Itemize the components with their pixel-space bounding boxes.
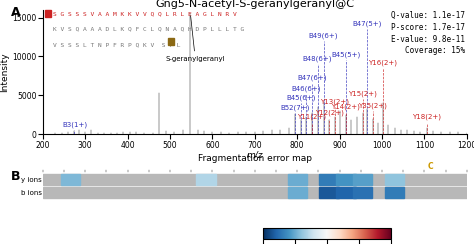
Text: Fragmentation error map: Fragmentation error map: [198, 154, 312, 163]
Text: Y18(2+): Y18(2+): [412, 114, 441, 120]
Text: Q-value: 1.1e-17
P-score: 1.7e-17
E-value: 9.8e-11
Coverage: 15%: Q-value: 1.1e-17 P-score: 1.7e-17 E-valu…: [391, 11, 465, 55]
Bar: [354, 187, 373, 198]
Bar: [288, 174, 307, 185]
Bar: [319, 174, 338, 185]
Text: Y15(2+): Y15(2+): [348, 91, 377, 97]
Text: B48(6+): B48(6+): [303, 55, 332, 62]
Bar: [168, 38, 174, 45]
Text: B46(6+): B46(6+): [291, 85, 320, 92]
Text: A: A: [11, 6, 20, 19]
Text: B52(7+): B52(7+): [281, 104, 310, 111]
Text: B3(1+): B3(1+): [62, 122, 87, 128]
Bar: [354, 174, 373, 185]
Bar: [319, 187, 338, 198]
Bar: [385, 174, 404, 185]
Text: Y35(2+): Y35(2+): [358, 102, 387, 109]
Text: B: B: [11, 170, 20, 183]
Text: B45(5+): B45(5+): [331, 51, 361, 58]
Text: Y11(2+): Y11(2+): [298, 114, 327, 120]
Text: V S S S L T N P F R P Q K V  S F L: V S S S L T N P F R P Q K V S F L: [53, 42, 181, 47]
Text: B45(6+): B45(6+): [286, 94, 315, 101]
Text: B47(6+): B47(6+): [297, 75, 327, 81]
Text: C: C: [428, 162, 434, 171]
Text: Y14(2+): Y14(2+): [331, 104, 360, 110]
Bar: [196, 174, 216, 185]
Y-axis label: Intensity: Intensity: [0, 52, 9, 92]
Bar: [288, 187, 307, 198]
Bar: [385, 187, 404, 198]
Text: B47(5+): B47(5+): [353, 20, 382, 27]
X-axis label: m/z: m/z: [246, 151, 263, 160]
Bar: [337, 187, 356, 198]
Text: B49(6+): B49(6+): [309, 32, 338, 39]
Text: b ions: b ions: [21, 190, 42, 196]
Bar: [43, 187, 467, 198]
Text: y ions: y ions: [21, 177, 42, 183]
Bar: [43, 174, 467, 185]
Text: Y12(2+): Y12(2+): [315, 110, 344, 116]
Text: Y13(2+): Y13(2+): [320, 98, 349, 105]
Bar: [337, 174, 356, 185]
Bar: [45, 10, 51, 17]
Title: Gng5-N-acetyl-S-geranylgeranyl@C: Gng5-N-acetyl-S-geranylgeranyl@C: [155, 0, 354, 9]
Text: Y16(2+): Y16(2+): [368, 59, 397, 66]
Text: K V S Q A A A D L K Q F C L Q N A Q H D P L L L T G: K V S Q A A A D L K Q F C L Q N A Q H D …: [53, 27, 245, 31]
Bar: [61, 174, 80, 185]
Text: S G S S S V A A M K K V V Q Q L R L E A G L N R V: S G S S S V A A M K K V V Q Q L R L E A …: [53, 11, 237, 16]
Text: S-geranylgeranyl: S-geranylgeranyl: [165, 16, 225, 62]
